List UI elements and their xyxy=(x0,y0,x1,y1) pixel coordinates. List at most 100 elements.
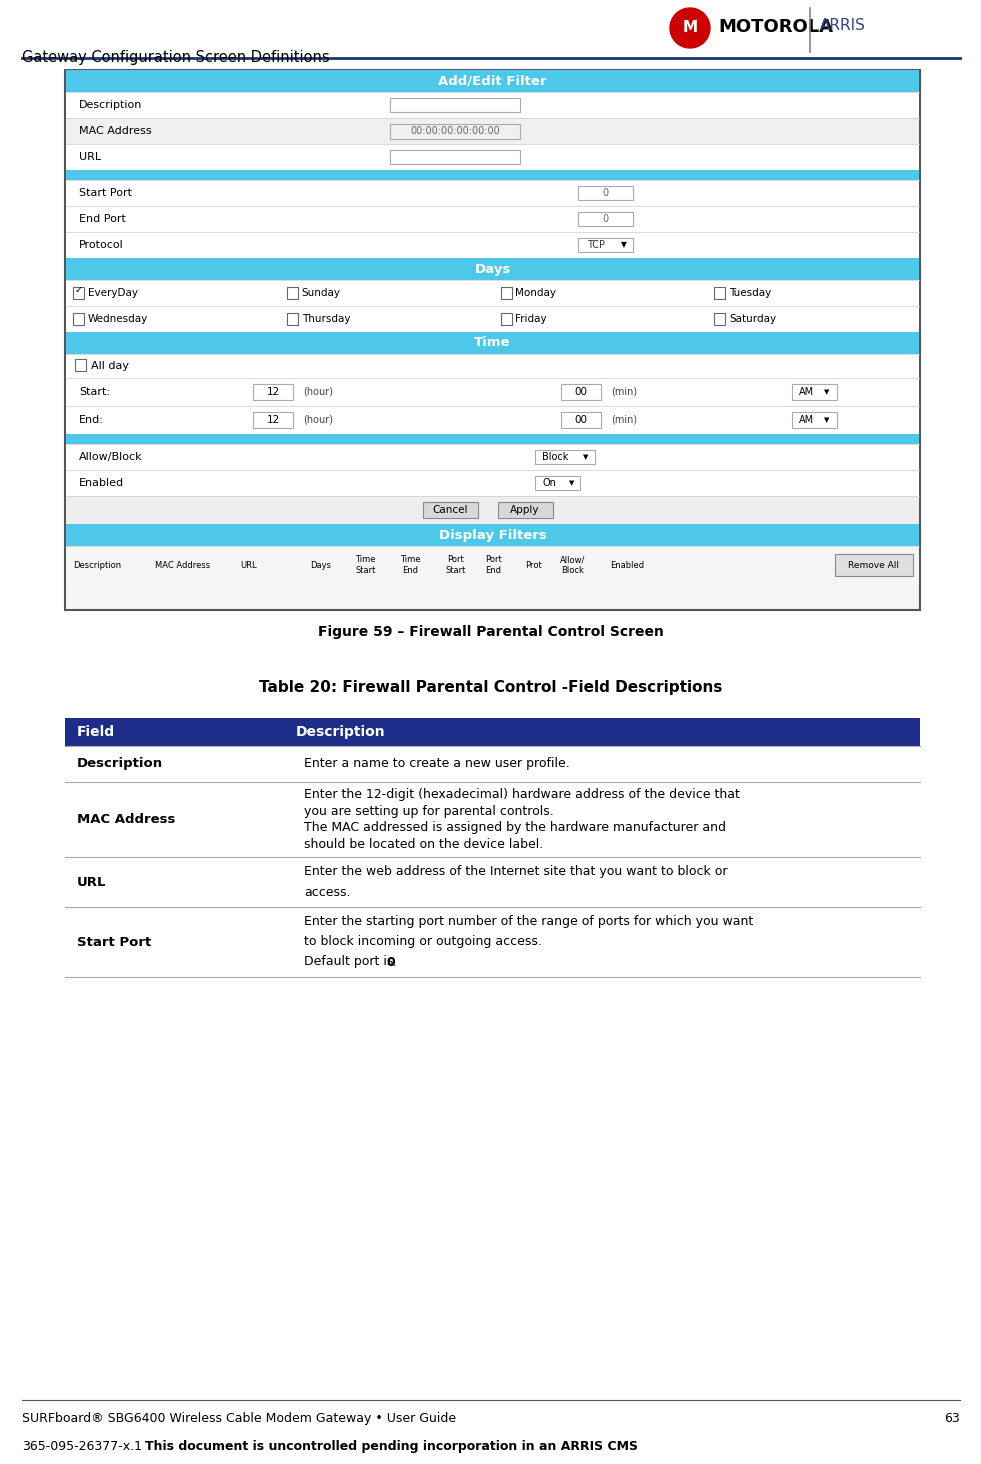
Text: 0: 0 xyxy=(387,956,395,969)
Bar xyxy=(65,908,920,976)
Text: ARRIS: ARRIS xyxy=(820,18,866,34)
Text: Gateway Configuration Screen Definitions: Gateway Configuration Screen Definitions xyxy=(22,50,330,64)
Bar xyxy=(66,170,919,180)
Text: Enabled: Enabled xyxy=(610,561,645,569)
Text: Enabled: Enabled xyxy=(79,479,125,488)
Text: Enter a name to create a new user profile.: Enter a name to create a new user profil… xyxy=(304,757,570,770)
Bar xyxy=(792,384,837,400)
Text: (min): (min) xyxy=(611,386,637,397)
Text: End:: End: xyxy=(79,414,104,425)
Bar xyxy=(536,476,580,490)
Text: Apply: Apply xyxy=(510,505,540,515)
Bar xyxy=(66,119,919,143)
Bar xyxy=(792,413,837,427)
Text: (min): (min) xyxy=(611,414,637,425)
Text: Block: Block xyxy=(542,452,568,463)
Text: ▼: ▼ xyxy=(569,480,574,486)
Text: Days: Days xyxy=(475,262,511,275)
Text: you are setting up for parental controls.: you are setting up for parental controls… xyxy=(304,805,553,818)
Bar xyxy=(65,717,920,747)
Text: Thursday: Thursday xyxy=(302,313,350,324)
Bar xyxy=(65,782,920,856)
Text: Friday: Friday xyxy=(515,313,547,324)
Text: Prot: Prot xyxy=(525,561,542,569)
Text: 12: 12 xyxy=(267,414,280,425)
Text: The MAC addressed is assigned by the hardware manufacturer and: The MAC addressed is assigned by the har… xyxy=(304,821,726,834)
Text: ▼: ▼ xyxy=(583,454,588,460)
Bar xyxy=(66,378,919,406)
Bar xyxy=(561,413,601,427)
Text: EveryDay: EveryDay xyxy=(88,288,138,299)
Bar xyxy=(578,212,633,227)
Bar xyxy=(65,856,920,908)
Text: ✓: ✓ xyxy=(75,285,82,296)
Text: 0: 0 xyxy=(602,214,608,224)
Bar xyxy=(66,231,919,258)
Bar xyxy=(66,306,919,332)
Text: Port
Start: Port Start xyxy=(445,555,465,575)
Text: should be located on the device label.: should be located on the device label. xyxy=(304,837,543,851)
Bar xyxy=(66,70,919,92)
Bar xyxy=(66,180,919,206)
Bar xyxy=(66,332,919,354)
Bar xyxy=(714,313,725,325)
Text: Cancel: Cancel xyxy=(433,505,468,515)
Text: Table 20: Firewall Parental Control -Field Descriptions: Table 20: Firewall Parental Control -Fie… xyxy=(259,679,722,695)
Text: Allow/Block: Allow/Block xyxy=(79,452,142,463)
Bar xyxy=(66,496,919,524)
Text: Enter the web address of the Internet site that you want to block or: Enter the web address of the Internet si… xyxy=(304,865,727,878)
Bar xyxy=(497,502,552,518)
Text: 00: 00 xyxy=(575,386,588,397)
Text: AM: AM xyxy=(800,414,814,425)
Bar xyxy=(286,313,298,325)
Bar xyxy=(578,186,633,201)
Bar xyxy=(389,149,520,164)
Bar xyxy=(286,287,298,299)
Text: End Port: End Port xyxy=(79,214,126,224)
Text: ▼: ▼ xyxy=(824,417,830,423)
Text: Wednesday: Wednesday xyxy=(88,313,148,324)
Bar xyxy=(66,92,919,119)
Text: Time: Time xyxy=(474,337,511,350)
Bar xyxy=(500,287,511,299)
Bar xyxy=(561,384,601,400)
Bar xyxy=(66,206,919,231)
Bar xyxy=(66,258,919,280)
Text: access.: access. xyxy=(304,886,350,899)
Text: ▼: ▼ xyxy=(621,240,627,249)
Text: Monday: Monday xyxy=(515,288,556,299)
Text: Start Port: Start Port xyxy=(77,935,151,949)
Bar xyxy=(73,313,84,325)
Bar xyxy=(536,449,595,464)
Bar xyxy=(389,124,520,139)
Text: ▼: ▼ xyxy=(824,389,830,395)
Bar xyxy=(73,287,84,299)
Bar xyxy=(66,433,919,444)
Text: URL: URL xyxy=(240,561,257,569)
Text: 00:00:00:00:00:00: 00:00:00:00:00:00 xyxy=(410,126,499,136)
Bar xyxy=(65,70,920,610)
Text: Default port is: Default port is xyxy=(304,956,397,969)
Bar xyxy=(66,143,919,170)
Text: to block incoming or outgoing access.: to block incoming or outgoing access. xyxy=(304,935,542,949)
Text: Start:: Start: xyxy=(79,386,110,397)
Text: Time
Start: Time Start xyxy=(355,555,376,575)
Bar xyxy=(389,98,520,113)
Bar xyxy=(65,747,920,782)
Text: TCP: TCP xyxy=(587,240,605,250)
Bar xyxy=(75,359,86,372)
Text: 12: 12 xyxy=(267,386,280,397)
Text: Start Port: Start Port xyxy=(79,187,132,198)
Bar xyxy=(253,384,293,400)
Text: Days: Days xyxy=(310,561,331,569)
Text: Figure 59 – Firewall Parental Control Screen: Figure 59 – Firewall Parental Control Sc… xyxy=(318,625,663,638)
Text: 0: 0 xyxy=(602,187,608,198)
Bar xyxy=(835,555,913,575)
Text: Description: Description xyxy=(79,100,142,110)
Bar xyxy=(66,546,919,584)
Text: 63: 63 xyxy=(945,1411,960,1424)
Text: M: M xyxy=(683,20,697,35)
Text: Protocol: Protocol xyxy=(79,240,124,250)
Text: MAC Address: MAC Address xyxy=(79,126,152,136)
Bar xyxy=(66,444,919,470)
